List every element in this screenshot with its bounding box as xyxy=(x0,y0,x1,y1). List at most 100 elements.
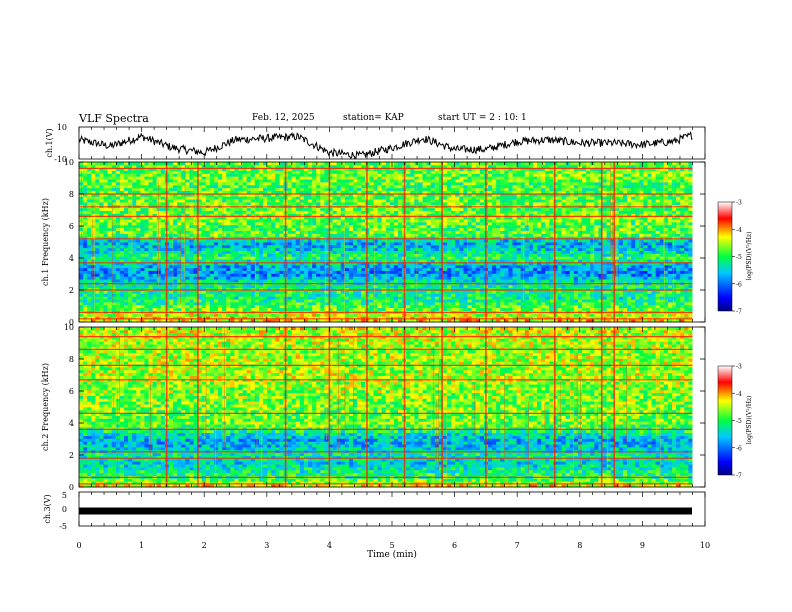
spectrogram-cell xyxy=(361,210,366,214)
spectrogram-cell xyxy=(275,307,280,311)
spectrogram-cell xyxy=(410,179,415,183)
spectrogram-cell xyxy=(99,164,104,169)
spectrogram-cell xyxy=(238,284,243,289)
spectrogram-cell xyxy=(185,244,190,249)
spectrogram-cell xyxy=(316,184,321,189)
spectrogram-cell xyxy=(430,196,436,200)
spectrogram-cell xyxy=(168,256,174,260)
spectrogram-cell xyxy=(303,259,309,263)
spectrogram-cell xyxy=(246,236,252,240)
spectrogram-cell xyxy=(299,193,305,197)
spectrogram-cell xyxy=(312,287,317,291)
spectrogram-cell xyxy=(103,239,109,243)
spectrogram-cell xyxy=(353,173,358,177)
spectrogram-cell xyxy=(185,173,190,177)
spectrogram-cell xyxy=(136,236,141,240)
spectrogram-cell xyxy=(197,182,203,186)
spectrogram-cell xyxy=(128,244,133,249)
spectrogram-cell xyxy=(373,216,378,220)
spectrogram-cell xyxy=(275,287,280,291)
spectrogram-cell xyxy=(242,176,248,180)
spectrogram-cell xyxy=(344,219,350,223)
spectrogram-cell xyxy=(324,279,329,283)
spectrogram-cell xyxy=(418,210,423,214)
spectrogram-cell xyxy=(238,233,243,237)
spectrogram-cell xyxy=(177,236,182,240)
spectrogram-cell xyxy=(136,296,141,300)
spectrogram-cell xyxy=(230,287,235,291)
spectrogram-cell xyxy=(279,259,284,263)
spectrogram-cell xyxy=(357,244,362,249)
spectrogram-cell xyxy=(115,290,121,294)
spectrogram-cell xyxy=(279,187,284,191)
spectrogram-cell xyxy=(185,302,190,306)
spectrogram-cell xyxy=(250,210,256,214)
spectrogram-cell xyxy=(238,227,243,231)
spectrogram-cell xyxy=(410,276,415,280)
spectrogram-cell xyxy=(275,230,280,234)
spectrogram-cell xyxy=(275,284,280,289)
spectrogram-cell xyxy=(238,296,243,300)
spectrogram-cell xyxy=(160,304,166,309)
spectrogram-cell xyxy=(381,276,387,280)
spectrogram-cell xyxy=(271,162,276,166)
spectrogram-cell xyxy=(316,253,321,257)
spectrogram-cell xyxy=(422,302,428,306)
spectrogram-cell xyxy=(226,227,231,231)
spectrogram-cell xyxy=(344,164,350,169)
spectrogram-cell xyxy=(303,242,309,246)
spectrogram-cell xyxy=(246,250,252,254)
spectrogram-cell xyxy=(79,296,84,300)
spectrogram-cell xyxy=(381,259,387,263)
spectrogram-cell xyxy=(250,262,256,266)
spectrogram-cell xyxy=(209,273,215,277)
spectrogram-cell xyxy=(250,213,256,217)
spectrogram-cell xyxy=(185,202,190,206)
spectrogram-cell xyxy=(140,162,145,166)
spectrogram-cell xyxy=(250,287,256,291)
spectrogram-cell xyxy=(357,242,362,246)
spectrogram-cell xyxy=(254,279,260,283)
spectrogram-cell xyxy=(312,179,317,183)
spectrogram-cell xyxy=(168,264,174,269)
spectrogram-cell xyxy=(344,307,350,311)
spectrogram-cell xyxy=(361,290,366,294)
spectrogram-cell xyxy=(83,270,88,274)
spectrogram-cell xyxy=(168,162,174,166)
spectrogram-cell xyxy=(434,247,440,251)
spectrogram-cell xyxy=(226,316,231,320)
spectrogram-cell xyxy=(140,299,145,303)
spectrogram-cell xyxy=(377,224,383,229)
spectrogram-cell xyxy=(295,279,301,283)
spectrogram-cell xyxy=(308,284,313,289)
spectrogram-cell xyxy=(275,259,280,263)
spectrogram-cell xyxy=(254,293,260,297)
spectrogram-cell xyxy=(361,273,366,277)
spectrogram-cell xyxy=(103,173,109,177)
spectrogram-cell xyxy=(230,182,235,186)
spectrogram-cell xyxy=(250,176,256,180)
spectrogram-cell xyxy=(160,284,166,289)
spectrogram-cell xyxy=(185,196,190,200)
spectrogram-cell xyxy=(173,222,178,226)
spectrogram-cell xyxy=(438,193,444,197)
spectrogram-cell xyxy=(152,267,158,271)
spectrogram-cell xyxy=(393,273,399,277)
spectrogram-cell xyxy=(148,267,154,271)
spectrogram-cell xyxy=(271,273,276,277)
spectrogram-cell xyxy=(205,187,211,191)
spectrogram-cell xyxy=(267,184,272,189)
spectrogram-cell xyxy=(160,216,166,220)
spectrogram-cell xyxy=(168,213,174,217)
spectrogram-cell xyxy=(336,319,342,323)
spectrogram-cell xyxy=(303,167,309,171)
spectrogram-cell xyxy=(316,267,321,271)
spectrogram-cell xyxy=(230,273,235,277)
spectrogram-cell xyxy=(263,307,268,311)
spectrogram-cell xyxy=(438,307,444,311)
spectrogram-cell xyxy=(99,319,104,323)
spectrogram-cell xyxy=(332,276,338,280)
spectrogram-cell xyxy=(316,182,321,186)
spectrogram-cell xyxy=(230,293,235,297)
spectrogram-cell xyxy=(128,202,133,206)
